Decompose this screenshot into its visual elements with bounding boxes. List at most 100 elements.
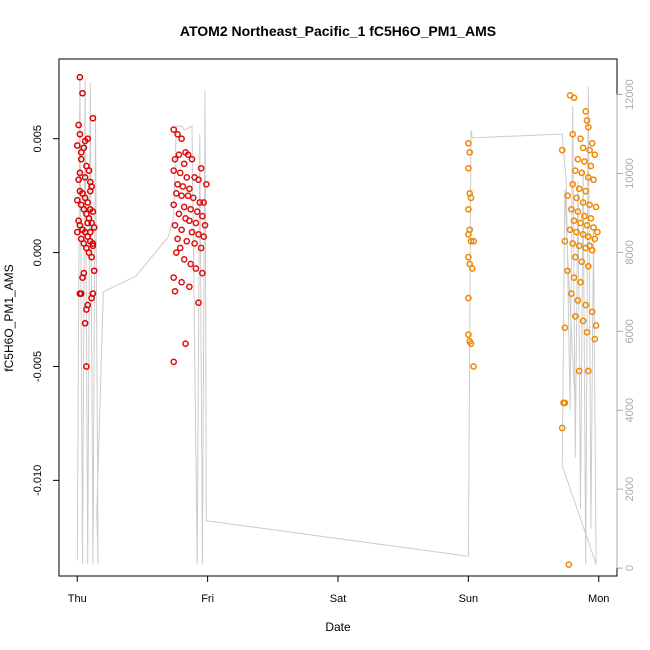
data-point — [577, 278, 584, 286]
data-point — [564, 192, 571, 200]
data-point — [85, 167, 93, 174]
data-point — [176, 169, 184, 177]
data-point — [579, 317, 587, 325]
data-point — [579, 199, 587, 206]
data-point — [172, 249, 180, 256]
data-point — [75, 176, 82, 184]
data-point — [575, 185, 583, 193]
data-point — [594, 228, 601, 236]
data-point — [170, 274, 178, 281]
right-tick-label: 12000 — [624, 79, 636, 110]
points-layer — [73, 73, 601, 568]
data-point — [470, 363, 477, 370]
data-point — [180, 256, 188, 263]
data-point — [188, 228, 196, 236]
data-point — [570, 94, 578, 102]
data-point — [195, 231, 202, 238]
right-tick-label: 10000 — [624, 158, 636, 189]
data-point — [183, 237, 191, 245]
data-point — [197, 164, 205, 172]
data-point — [184, 192, 192, 200]
data-point — [86, 228, 94, 236]
data-point — [192, 219, 200, 227]
data-point — [183, 174, 191, 181]
y-axis-label: fC5H6O_PM1_AMS — [2, 264, 16, 371]
data-point — [178, 135, 185, 143]
data-point — [467, 340, 475, 348]
data-point — [193, 208, 201, 215]
data-point — [83, 363, 90, 370]
data-point — [84, 135, 92, 143]
data-point — [577, 219, 584, 227]
data-point — [584, 233, 592, 240]
data-point — [86, 187, 94, 195]
data-point — [574, 297, 582, 304]
data-point — [590, 176, 597, 184]
data-point — [584, 174, 592, 181]
data-point — [582, 187, 590, 195]
data-point — [199, 269, 206, 277]
data-point — [171, 221, 179, 229]
x-tick-label: Fri — [201, 593, 214, 605]
data-point — [588, 139, 596, 147]
data-point — [569, 130, 577, 138]
data-point — [465, 139, 472, 147]
data-point — [466, 149, 474, 156]
data-point — [189, 194, 197, 202]
data-point — [591, 235, 599, 243]
data-point — [561, 324, 569, 332]
data-point — [170, 358, 178, 366]
data-point — [174, 235, 181, 243]
x-axis: Thu Fri Sat Sun Mon — [68, 575, 609, 605]
data-point — [584, 123, 592, 131]
data-point — [200, 199, 208, 206]
data-point — [573, 194, 580, 202]
data-point — [573, 228, 580, 236]
data-point — [465, 205, 472, 213]
data-point — [178, 278, 185, 286]
data-point — [561, 399, 569, 407]
data-point — [186, 185, 193, 193]
data-point — [171, 155, 179, 163]
data-point — [180, 160, 188, 168]
data-point — [467, 194, 475, 202]
data-point — [178, 226, 185, 234]
data-point — [465, 231, 472, 238]
data-point — [77, 290, 85, 297]
data-point — [582, 301, 590, 309]
data-point — [570, 274, 578, 281]
data-point — [76, 130, 84, 138]
data-point — [574, 208, 582, 215]
data-point — [176, 244, 184, 252]
data-point — [574, 155, 582, 163]
data-point — [583, 328, 591, 336]
data-point — [575, 367, 583, 375]
data-point — [191, 240, 198, 247]
data-point — [592, 203, 600, 211]
data-point — [84, 219, 92, 227]
data-point — [73, 196, 81, 204]
data-point — [578, 258, 586, 266]
y-tick-label: 0.005 — [32, 125, 44, 153]
data-point — [81, 319, 89, 327]
data-point — [175, 151, 183, 159]
data-point — [77, 149, 85, 156]
y-axis: 0.005 0.000 -0.005 -0.010 — [32, 125, 60, 496]
data-point — [201, 221, 209, 229]
x-axis-label: Date — [325, 620, 351, 634]
data-point — [179, 183, 187, 190]
data-point — [566, 226, 574, 234]
x-tick-label: Mon — [588, 593, 609, 605]
data-point — [470, 237, 477, 245]
x-tick-label: Sat — [330, 593, 347, 605]
data-point — [571, 253, 579, 261]
right-tick-label: 2000 — [624, 477, 636, 501]
data-point — [558, 424, 566, 432]
data-point — [196, 199, 204, 206]
data-point — [199, 212, 206, 220]
background-line-layer — [76, 74, 597, 565]
x-tick-label: Sun — [459, 593, 479, 605]
data-point — [84, 301, 92, 309]
data-point — [77, 155, 85, 163]
